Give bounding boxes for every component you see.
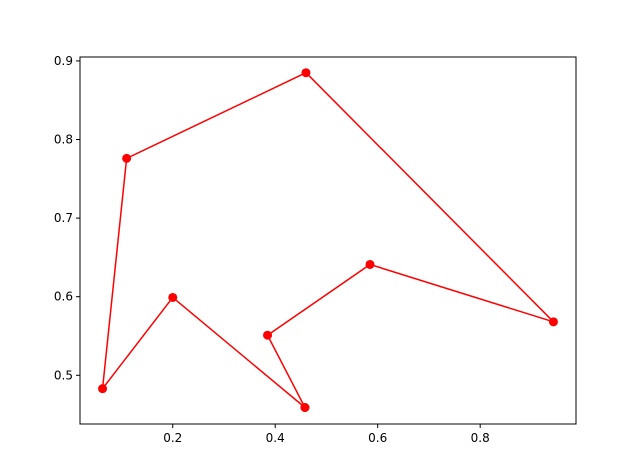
x-tick-label: 0.2 — [163, 431, 182, 445]
data-point — [301, 68, 311, 78]
data-point — [168, 292, 178, 302]
y-tick-label: 0.5 — [54, 368, 73, 382]
plot-area — [98, 68, 558, 412]
axes-frame — [79, 56, 577, 425]
data-point — [263, 330, 273, 340]
data-point — [98, 384, 108, 394]
y-tick-label: 0.9 — [54, 54, 73, 68]
data-point — [365, 259, 375, 269]
x-tick-label: 0.4 — [266, 431, 285, 445]
x-tick-label: 0.8 — [471, 431, 490, 445]
data-point — [300, 402, 310, 412]
y-axis: 0.5 0.6 0.7 0.8 0.9 — [54, 54, 80, 382]
data-point — [548, 317, 558, 327]
x-tick-label: 0.6 — [368, 431, 387, 445]
data-point — [122, 153, 132, 163]
y-tick-label: 0.6 — [54, 290, 73, 304]
series-line — [101, 71, 554, 409]
y-tick-label: 0.8 — [54, 133, 73, 147]
y-tick-label: 0.7 — [54, 211, 73, 225]
x-axis: 0.2 0.4 0.6 0.8 — [163, 424, 490, 445]
